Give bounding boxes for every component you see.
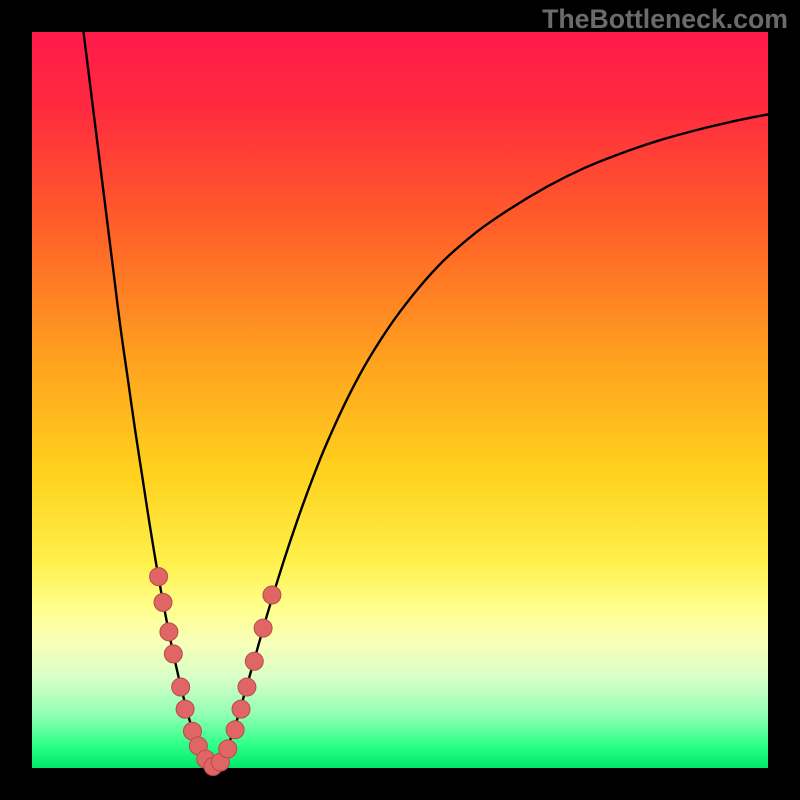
marker-point [150,568,168,586]
marker-point [245,652,263,670]
chart-frame: TheBottleneck.com [0,0,800,800]
marker-point [232,700,250,718]
plot-area [32,32,768,768]
marker-point [160,623,178,641]
marker-point [226,721,244,739]
chart-svg [32,32,768,768]
watermark-text: TheBottleneck.com [542,4,788,35]
marker-point [172,678,190,696]
marker-point [154,593,172,611]
marker-point [238,678,256,696]
marker-point [176,700,194,718]
marker-point [263,586,281,604]
marker-point [254,619,272,637]
curve-right [216,114,768,768]
curve-left [84,32,216,768]
marker-point [219,740,237,758]
marker-point [164,645,182,663]
